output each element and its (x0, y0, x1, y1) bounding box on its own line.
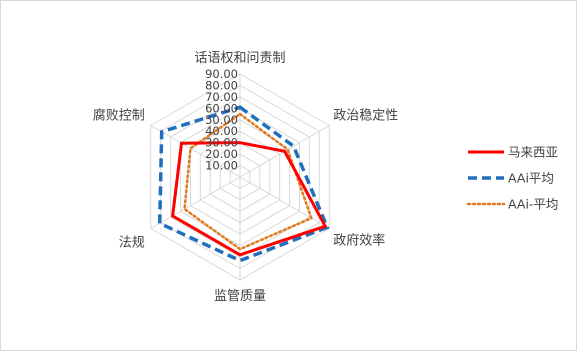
category-label: 监管质量 (214, 289, 266, 304)
tick-label: 90.00 (205, 67, 238, 81)
tick-label: 50.00 (205, 113, 238, 127)
tick-label: 40.00 (205, 124, 238, 138)
category-label: 腐败控制 (93, 109, 145, 124)
tick-label: 80.00 (205, 78, 238, 92)
tick-label: 70.00 (205, 90, 238, 104)
grid-spoke-6 (150, 125, 241, 178)
radial-tick-labels: 10.0020.0030.0040.0050.0060.0070.0080.00… (205, 67, 238, 173)
series-line-1 (170, 141, 328, 257)
legend-label-2: AAi平均 (508, 171, 554, 186)
grid-spoke-3 (239, 176, 330, 229)
category-label: 法规 (119, 236, 145, 251)
tick-label: 30.00 (205, 136, 238, 150)
legend-label-1: 马来西亚 (508, 145, 558, 160)
series-line-3 (183, 112, 313, 251)
grid-spoke-5 (150, 176, 241, 229)
category-label: 政治稳定性 (333, 108, 398, 124)
tick-label: 10.00 (205, 159, 238, 173)
series-line-2 (157, 105, 330, 263)
tick-label: 20.00 (205, 147, 238, 161)
legend-label-3: AAi-平均 (508, 197, 558, 212)
radar-series (157, 105, 330, 263)
category-label: 话语权和问责制 (194, 50, 285, 66)
tick-label: 60.00 (205, 101, 238, 115)
legend: 马来西亚 AAi平均 AAi-平均 (466, 145, 558, 212)
category-label: 政府效率 (333, 233, 385, 249)
